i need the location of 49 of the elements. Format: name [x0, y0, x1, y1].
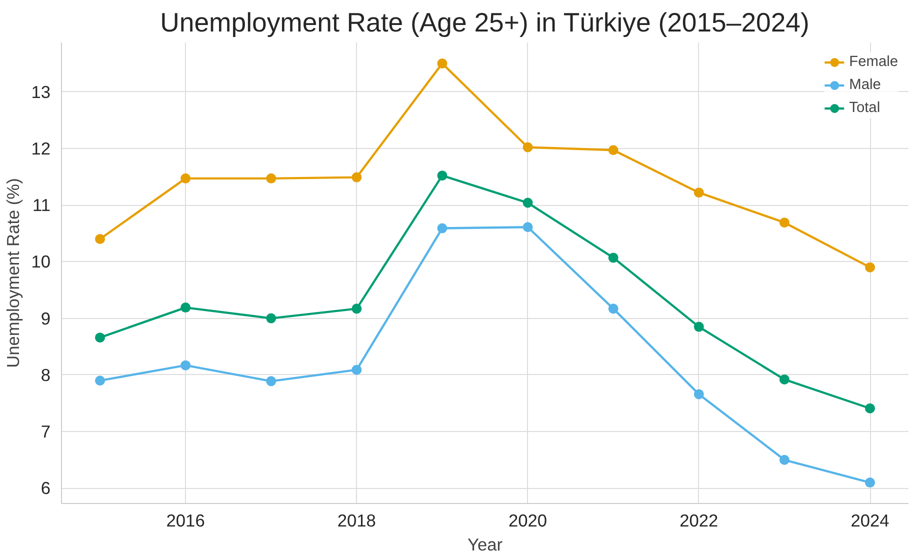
y-tick-label: 12 — [31, 138, 51, 158]
point — [522, 142, 533, 152]
point — [95, 332, 105, 343]
y-tick-label: 6 — [40, 478, 51, 498]
point — [694, 188, 704, 198]
legend-label: Female — [849, 54, 898, 70]
point — [180, 173, 191, 184]
x-tick-label: 2018 — [337, 510, 376, 530]
point — [608, 304, 618, 314]
point — [352, 364, 362, 375]
x-axis-title: Year — [467, 534, 503, 554]
point — [608, 145, 618, 156]
y-tick-label: 10 — [31, 252, 51, 272]
point — [522, 198, 533, 208]
point — [437, 223, 448, 234]
point — [266, 173, 276, 184]
point — [608, 252, 618, 263]
x-tick-label: 2016 — [166, 510, 205, 530]
point — [522, 222, 533, 232]
legend-label: Male — [849, 77, 881, 93]
x-tick-label: 2022 — [680, 510, 718, 530]
x-tick-label: 2024 — [850, 510, 890, 530]
point — [779, 374, 790, 384]
point — [180, 302, 191, 313]
point — [694, 389, 704, 400]
point — [779, 454, 790, 465]
y-tick-label: 9 — [40, 308, 51, 328]
y-tick-label: 8 — [40, 364, 51, 385]
x-tick-label: 2020 — [508, 510, 548, 530]
legend-label: Total — [849, 100, 880, 116]
chart-title: Unemployment Rate (Age 25+) in Türkiye (2015–2024) — [160, 8, 810, 38]
point — [180, 360, 191, 370]
point — [352, 172, 362, 182]
point — [437, 58, 448, 68]
point — [352, 304, 362, 314]
point — [779, 218, 790, 228]
point — [266, 313, 276, 324]
point — [95, 376, 105, 386]
y-axis-title: Unemployment Rate (%) — [3, 178, 24, 368]
y-tick-label: 11 — [32, 195, 51, 216]
point — [694, 322, 704, 332]
point — [865, 478, 875, 488]
point — [95, 234, 105, 244]
point — [865, 262, 875, 272]
y-tick-label: 13 — [31, 82, 51, 102]
point — [865, 403, 875, 414]
point — [437, 170, 448, 181]
point — [266, 376, 276, 386]
y-tick-label: 7 — [40, 422, 51, 442]
